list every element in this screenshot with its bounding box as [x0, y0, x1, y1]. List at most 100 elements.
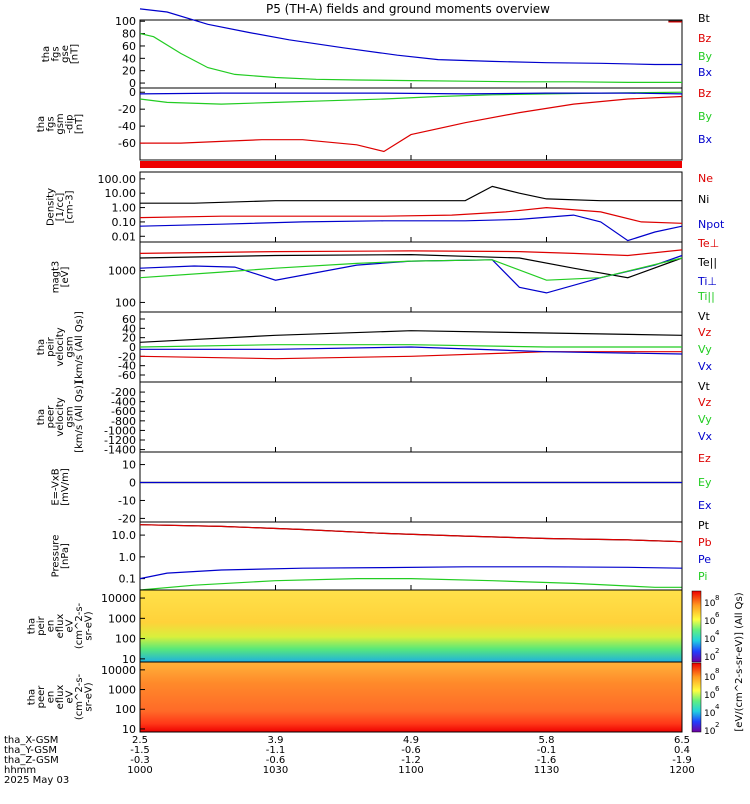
legend-item: Bz: [698, 87, 712, 100]
ytick-label: 0: [129, 86, 136, 99]
xaxis-value: 3.9: [268, 735, 284, 746]
xaxis-value: -0.3: [130, 755, 150, 766]
ylabel-line: gsm: [65, 406, 76, 427]
ytick-label: -40: [118, 360, 136, 373]
ytick-label: 20: [122, 65, 136, 78]
series-line-Bx: [139, 8, 682, 66]
series-line-Te⊥: [139, 249, 683, 257]
series-line-By: [139, 91, 683, 105]
xaxis-value: 2.5: [132, 735, 148, 746]
panel-frame-peir_spectrogram: [139, 589, 683, 663]
colorbar-tick-exponent: 8: [715, 594, 719, 602]
ytick-label: 10.00: [105, 187, 137, 200]
ytick-label: 40: [122, 52, 136, 65]
series-line-Vt: [139, 330, 683, 343]
xaxis-value: -0.6: [266, 755, 286, 766]
legend-item: Pt: [698, 519, 710, 532]
legend-item: Bx: [698, 133, 713, 146]
ylabel-line: peer: [46, 405, 57, 429]
ylabel-line: [1/cc]: [55, 193, 66, 222]
ytick-label: -20: [118, 512, 136, 525]
ytick-label: 80: [122, 28, 136, 41]
legend-item: Pi: [698, 570, 707, 583]
legend-item: Pb: [698, 536, 712, 549]
ytick-label: 1.00: [112, 202, 137, 215]
ytick-label: 0: [129, 341, 136, 354]
legend-item: Te||: [697, 256, 717, 269]
xaxis-row-label: hhmm: [4, 765, 36, 776]
xaxis-value: -1.2: [401, 755, 421, 766]
legend-item: Ni: [698, 193, 709, 206]
ytick-label: -10: [118, 494, 136, 507]
ylabel-line: tha: [36, 409, 47, 425]
panel-frame-density: [139, 171, 683, 243]
legend-item: Vx: [698, 430, 713, 443]
legend-item: Ne: [698, 172, 713, 185]
series-line-Vy: [139, 344, 682, 348]
legend-item: Bt: [698, 12, 711, 25]
ytick-label: 100: [115, 296, 136, 309]
legend-item: Ez: [698, 452, 711, 465]
ytick-label: 10: [122, 459, 136, 472]
series-line-By: [139, 33, 682, 84]
panel-frame-fgs_gsm: [139, 87, 683, 161]
xaxis-row-label: 2025 May 03: [4, 775, 69, 786]
colorbar-tick-exponent: 4: [715, 629, 720, 637]
ylabel-line: peer: [36, 685, 47, 709]
colorbar-tick-label: 10: [704, 691, 716, 701]
series-line-Pi: [139, 577, 682, 591]
ylabel-line: velocity: [55, 327, 66, 366]
ylabel-line: [nPa]: [60, 543, 71, 569]
ylabel-line: velocity: [55, 397, 66, 436]
ylabel-line: eflux: [55, 685, 66, 710]
ytick-label: 0: [129, 477, 136, 490]
ytick-label: 10: [122, 723, 136, 736]
panel-frame-pressure: [139, 521, 683, 591]
xaxis-value: -1.5: [130, 745, 150, 756]
ytick-label: 40: [122, 322, 136, 335]
ytick-label: 10000: [101, 664, 136, 677]
ylabel-line: fgs: [50, 46, 61, 61]
legend-item: Npot: [698, 218, 725, 231]
ytick-label: 1000: [108, 265, 136, 278]
colorbar-tick-label: 10: [704, 617, 716, 627]
ylabel-line: peir: [36, 615, 47, 635]
ytick-label: -1000: [104, 424, 136, 437]
legend-item: By: [698, 110, 713, 123]
ytick-label: 0.10: [112, 216, 137, 229]
ylabel-line: tha: [27, 689, 38, 705]
xaxis-value: 6.5: [674, 735, 690, 746]
ytick-label: 100: [115, 633, 136, 646]
ylabel-line: tha: [27, 618, 38, 634]
series-line-Te||: [139, 253, 683, 279]
series-line-Ni: [140, 185, 682, 204]
panel-frame-fgs_gse: [139, 19, 683, 89]
xaxis-value: -1.1: [266, 745, 286, 756]
series-line-Pe: [139, 566, 683, 580]
series-line-Pb: [139, 524, 683, 543]
legend-item: Vz: [698, 326, 712, 339]
ytick-label: -800: [111, 415, 136, 428]
series-line-Ti||: [139, 257, 683, 281]
ytick-label: 10.0: [112, 529, 137, 542]
ytick-label: -400: [111, 396, 136, 409]
ylabel-line: tha: [41, 46, 52, 62]
legend-item: Vt: [698, 380, 711, 393]
ytick-label: -600: [111, 405, 136, 418]
ylabel-line: peir: [46, 336, 57, 356]
ytick-label: 100: [115, 15, 136, 28]
ytick-label: -1200: [104, 434, 136, 447]
ylabel-line: [nT]: [69, 44, 80, 64]
ytick-label: 60: [122, 40, 136, 53]
xaxis-value: -1.9: [672, 755, 692, 766]
colorbar-tick-exponent: 2: [715, 647, 719, 655]
colorbar-bottom: [691, 662, 702, 733]
legend-item: Vt: [698, 310, 711, 323]
series-line-Npot: [139, 214, 683, 242]
xaxis-value: 1000: [127, 765, 152, 776]
ytick-label: 100: [115, 703, 136, 716]
xaxis-row-label: tha_X-GSM: [4, 735, 58, 746]
series-line-Bz: [140, 95, 683, 153]
ytick-label: 1000: [108, 612, 136, 625]
